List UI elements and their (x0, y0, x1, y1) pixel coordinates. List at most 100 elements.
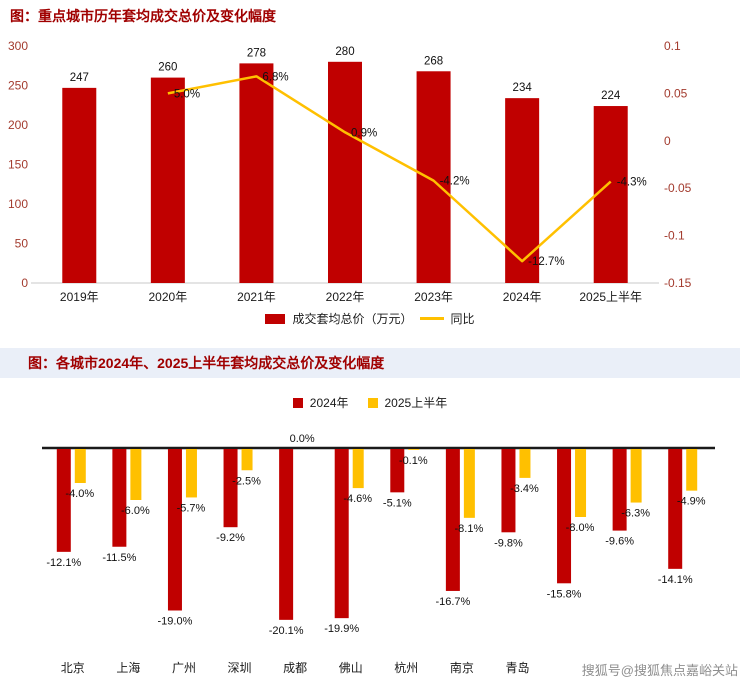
chart2-bar-2025 (575, 449, 587, 517)
chart1-left-axis-tick: 0 (21, 276, 28, 290)
chart1-category-label: 2023年 (414, 290, 453, 304)
chart2-city-label: 北京 (61, 661, 85, 675)
chart2-value-2025: -0.1% (399, 455, 428, 467)
chart1-line-label: -12.7% (528, 256, 564, 268)
chart2-value-2024: -5.1% (383, 497, 412, 509)
chart1-right-axis-tick: -0.1 (664, 229, 685, 243)
chart2-value-2025: -4.0% (65, 488, 94, 500)
chart1-left-axis-tick: 250 (8, 79, 28, 93)
chart2-value-2024: -9.6% (605, 536, 634, 548)
chart1-category-label: 2024年 (503, 290, 542, 304)
chart1-left-axis-tick: 300 (8, 39, 28, 53)
chart1-left-axis-tick: 150 (8, 158, 28, 172)
legend-2024-label: 2024年 (309, 396, 349, 410)
chart2-bar-2024 (167, 449, 182, 611)
chart2-value-2024: -19.0% (158, 616, 193, 628)
chart1-line-label: -4.3% (617, 177, 647, 189)
chart2-value-2024: -12.1% (46, 557, 81, 569)
chart2-bar-2025 (241, 449, 253, 471)
chart2-plot: -12.1% -4.0% 北京 -11.5% -6.0% 上海 -19.0% -5.7% 广州 -… (42, 433, 715, 675)
chart2-bar-2024 (112, 449, 127, 547)
chart2-value-2024: -19.9% (324, 623, 359, 635)
chart1-category-label: 2025上半年 (579, 290, 642, 304)
chart2-value-2024: -15.8% (547, 588, 582, 600)
chart2-bar-2025 (686, 449, 698, 491)
chart1-left-axis-tick: 200 (8, 118, 28, 132)
chart2-value-2024: -9.8% (494, 537, 523, 549)
watermark: 搜狐号@搜狐焦点嘉峪关站 (581, 663, 738, 678)
chart2-value-2024: -9.2% (216, 532, 245, 544)
chart1-legend: 成交套均总价（万元） 同比 (0, 310, 740, 327)
chart1-bar (416, 71, 451, 283)
chart1-right-axis-tick: 0 (664, 134, 671, 148)
legend-line-swatch (419, 317, 444, 320)
chart2-bar-2024 (501, 449, 516, 533)
chart2-value-2025: -4.9% (677, 496, 706, 508)
chart2-bar-2025 (185, 449, 197, 498)
chart2-city-label: 广州 (172, 661, 196, 675)
chart1-bar (150, 77, 185, 283)
chart2-value-2025: 0.0% (290, 433, 315, 445)
chart2-city-label: 青岛 (505, 660, 529, 675)
chart2-bar-2024 (56, 449, 71, 552)
chart2-bar-2024 (445, 449, 460, 591)
chart2-bar-2025 (408, 449, 420, 450)
chart1-yoy-line (167, 75, 612, 263)
chart1-right-axis-tick: -0.05 (664, 181, 692, 195)
chart2-value-2025: -6.3% (621, 508, 650, 520)
chart1-bar (239, 63, 274, 283)
chart1-plot: 0 50 100 150 200 250 300 0.1 0.05 0 -0.05 -0.1 -0.15… (8, 39, 692, 304)
chart2-value-2025: -5.7% (177, 502, 206, 514)
legend-2025-label: 2025上半年 (384, 396, 448, 410)
chart1-bar-value: 247 (70, 72, 89, 84)
chart1-left-axis-tick: 100 (8, 197, 28, 211)
chart2-bar-2024 (223, 449, 238, 528)
legend-bar-label: 成交套均总价（万元） (292, 312, 413, 326)
chart1-category-label: 2022年 (326, 290, 365, 304)
chart1-category-label: 2019年 (60, 290, 99, 304)
chart2-value-2025: -6.0% (121, 505, 150, 517)
chart1-bar (62, 87, 97, 283)
legend-bar-swatch (265, 313, 286, 324)
chart1-category-label: 2020年 (149, 290, 188, 304)
chart2-city-label: 佛山 (339, 661, 363, 675)
chart2-city-label: 深圳 (228, 661, 252, 675)
chart1-bar-value: 278 (247, 47, 266, 59)
chart2-city-label: 成都 (283, 661, 307, 675)
chart2-value-2025: -8.0% (566, 522, 595, 534)
chart2-value-2024: -20.1% (269, 625, 304, 637)
chart2-value-2025: -8.1% (455, 523, 484, 535)
chart2-bar-2025 (352, 449, 364, 489)
chart2-title: 图：各城市2024年、2025上半年套均成交总价及变化幅度 (28, 355, 385, 371)
chart2-value-2025: -4.6% (343, 493, 372, 505)
chart2-city-label: 南京 (450, 660, 474, 675)
legend-line-label: 同比 (450, 312, 475, 326)
legend-2024-swatch (292, 397, 303, 408)
chart2-title-bar: 图：各城市2024年、2025上半年套均成交总价及变化幅度 (0, 348, 740, 378)
chart2-bar-2024 (612, 449, 627, 531)
chart2-value-2025: -2.5% (232, 475, 261, 487)
chart1-title: 图：重点城市历年套均成交总价及变化幅度 (10, 8, 276, 24)
chart2-bar-2025 (519, 449, 531, 478)
chart2-legend: 2024年 2025上半年 (0, 394, 740, 411)
chart2-bar-2024 (279, 449, 294, 620)
chart2-bar-2025 (74, 449, 86, 483)
chart2-bar-2024 (390, 449, 405, 493)
chart2-value-2025: -3.4% (510, 483, 539, 495)
chart1-bar-value: 280 (335, 46, 354, 58)
chart2-bar-2024 (334, 449, 349, 619)
chart1-bar-value: 268 (424, 55, 443, 67)
chart1-bar-value: 260 (158, 62, 177, 74)
chart2-bar-2025 (630, 449, 642, 503)
chart1-right-axis-tick: -0.15 (664, 276, 692, 290)
chart1-line-label: 6.8% (262, 71, 288, 83)
chart2-value-2024: -11.5% (102, 552, 136, 564)
chart1-left-axis-tick: 50 (15, 237, 29, 251)
chart1-right-axis-tick: 0.05 (664, 86, 688, 100)
chart2-bar-2025 (463, 449, 475, 518)
chart2-city-label: 杭州 (394, 660, 418, 675)
chart2-bar-2025 (130, 449, 142, 500)
chart1-right-axis-tick: 0.1 (664, 39, 681, 53)
chart1-line-label: -4.2% (440, 176, 470, 188)
